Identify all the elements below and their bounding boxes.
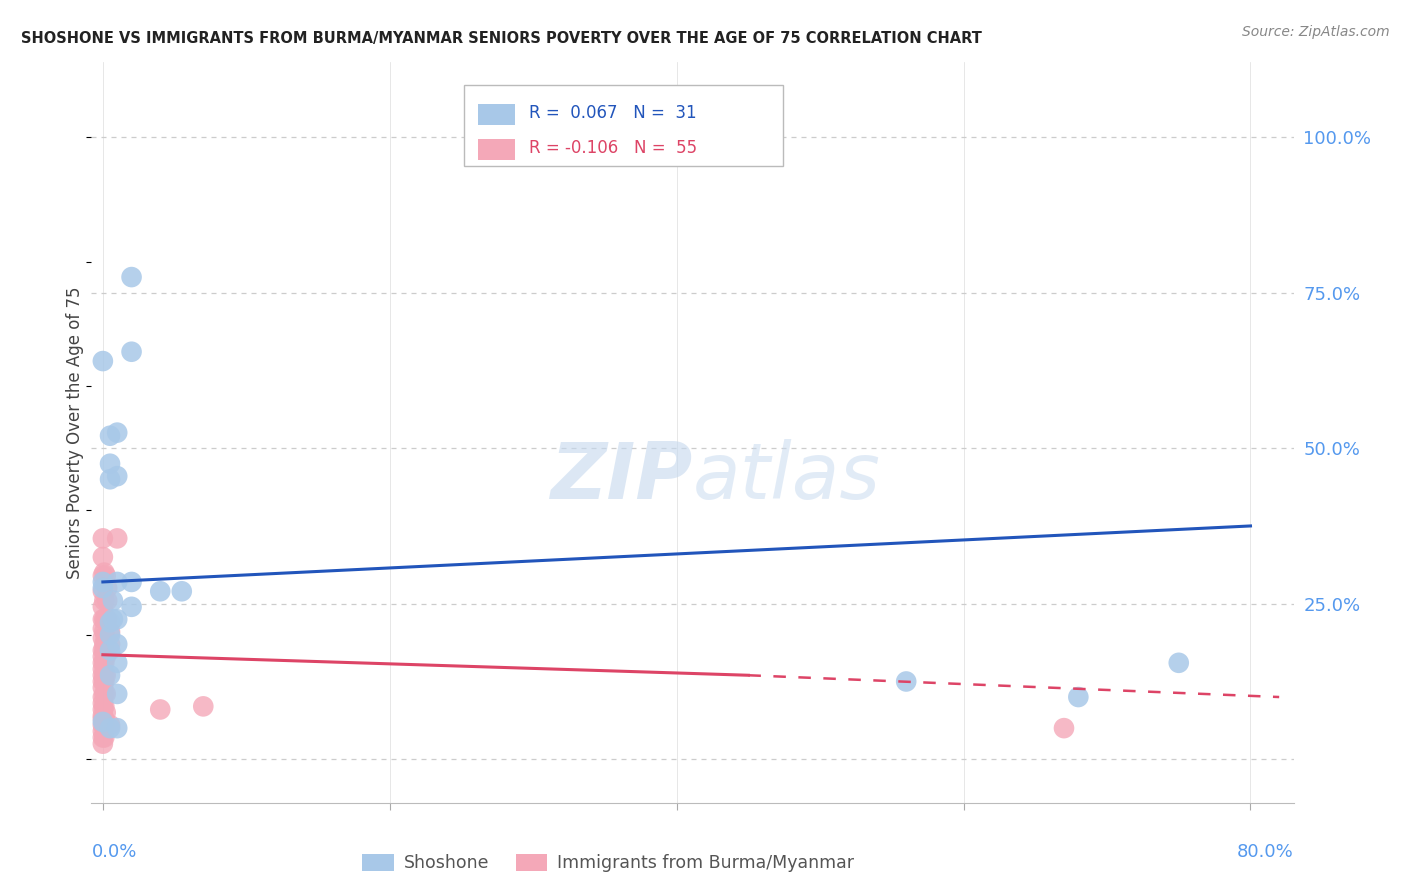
Point <box>91 574 114 589</box>
Point <box>96 612 118 626</box>
Point <box>105 687 128 701</box>
Point <box>94 568 117 582</box>
Point <box>93 624 115 639</box>
Point <box>94 612 117 626</box>
Point <box>91 612 114 626</box>
Point <box>193 699 215 714</box>
Point <box>91 584 114 599</box>
Point <box>91 731 114 745</box>
Point <box>91 631 114 645</box>
Point <box>91 581 114 595</box>
Point <box>1167 656 1189 670</box>
Text: SHOSHONE VS IMMIGRANTS FROM BURMA/MYANMAR SENIORS POVERTY OVER THE AGE OF 75 COR: SHOSHONE VS IMMIGRANTS FROM BURMA/MYANMA… <box>21 31 981 46</box>
Text: ZIP: ZIP <box>550 439 692 515</box>
Point <box>91 643 114 657</box>
Point <box>98 643 121 657</box>
FancyBboxPatch shape <box>464 85 783 166</box>
Point <box>91 708 114 723</box>
Point <box>105 721 128 735</box>
Point <box>91 656 114 670</box>
Point <box>98 457 121 471</box>
Point <box>93 566 115 580</box>
Point <box>93 656 115 670</box>
Point <box>105 574 128 589</box>
Point <box>105 469 128 483</box>
Point <box>91 696 114 710</box>
FancyBboxPatch shape <box>478 103 515 125</box>
Point <box>91 724 114 739</box>
Point <box>121 599 143 614</box>
Point <box>94 649 117 664</box>
Point <box>91 549 114 564</box>
Point <box>91 649 114 664</box>
Point <box>91 532 114 546</box>
Point <box>91 662 114 676</box>
Point <box>94 706 117 720</box>
Text: Source: ZipAtlas.com: Source: ZipAtlas.com <box>1241 25 1389 39</box>
Point <box>896 674 918 689</box>
Point <box>105 637 128 651</box>
Point <box>91 622 114 636</box>
Point <box>91 737 114 751</box>
Point <box>98 718 121 732</box>
Point <box>121 270 143 285</box>
Point <box>170 584 193 599</box>
Point <box>91 690 114 704</box>
Point <box>93 718 115 732</box>
Text: 0.0%: 0.0% <box>91 843 136 861</box>
Point <box>96 581 118 595</box>
Point <box>98 637 121 651</box>
Point <box>105 656 128 670</box>
Point <box>93 637 115 651</box>
Point <box>149 584 172 599</box>
Point <box>93 699 115 714</box>
Point <box>96 593 118 607</box>
Point <box>91 674 114 689</box>
Point <box>98 615 121 630</box>
Point <box>105 532 128 546</box>
Y-axis label: Seniors Poverty Over the Age of 75: Seniors Poverty Over the Age of 75 <box>66 286 84 579</box>
Point <box>93 712 115 726</box>
Point <box>93 731 115 745</box>
Point <box>121 344 143 359</box>
Point <box>91 668 114 682</box>
Point <box>91 712 114 726</box>
Point <box>94 668 117 682</box>
Point <box>149 702 172 716</box>
Point <box>98 628 121 642</box>
Point <box>98 668 121 682</box>
Point <box>94 687 117 701</box>
Point <box>93 643 115 657</box>
Point <box>91 702 114 716</box>
Point <box>1067 690 1090 704</box>
Point <box>98 428 121 442</box>
Point <box>93 593 115 607</box>
Text: R =  0.067   N =  31: R = 0.067 N = 31 <box>529 103 696 122</box>
Point <box>1053 721 1076 735</box>
Point <box>98 624 121 639</box>
Point <box>91 354 114 368</box>
Point <box>93 668 115 682</box>
Point <box>91 718 114 732</box>
Point <box>98 472 121 486</box>
Point <box>98 721 121 735</box>
Legend: Shoshone, Immigrants from Burma/Myanmar: Shoshone, Immigrants from Burma/Myanmar <box>356 847 862 880</box>
Point <box>101 612 124 626</box>
Point <box>105 425 128 440</box>
Point <box>93 687 115 701</box>
Point <box>93 674 115 689</box>
Point <box>105 612 128 626</box>
Point <box>101 593 124 607</box>
Text: 80.0%: 80.0% <box>1237 843 1294 861</box>
Point <box>91 599 114 614</box>
Point <box>91 681 114 695</box>
Point <box>91 568 114 582</box>
Point <box>91 714 114 729</box>
FancyBboxPatch shape <box>478 139 515 161</box>
Text: R = -0.106   N =  55: R = -0.106 N = 55 <box>529 138 697 157</box>
Point <box>94 631 117 645</box>
Point <box>93 612 115 626</box>
Text: atlas: atlas <box>692 439 880 515</box>
Point <box>121 574 143 589</box>
